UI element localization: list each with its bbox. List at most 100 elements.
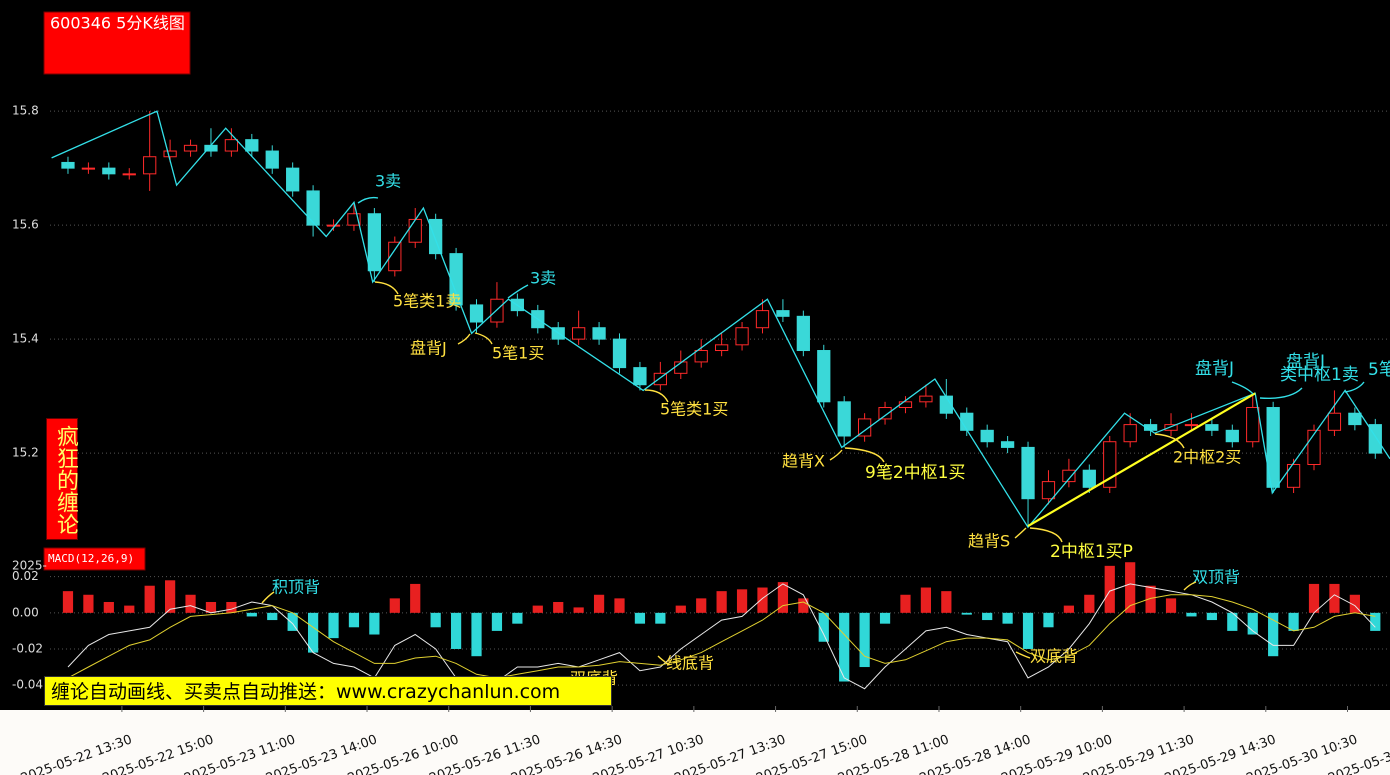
arrow (1015, 651, 1031, 659)
candle-body (122, 173, 136, 176)
candle-body (1348, 412, 1362, 426)
arrow (474, 332, 493, 345)
macd-bar (1288, 612, 1299, 631)
macd-bar (757, 587, 768, 613)
macd-bar (696, 598, 707, 613)
macd-bar (839, 612, 850, 682)
candle-body (633, 367, 647, 386)
macd-bar (736, 589, 748, 613)
y-tick-label: 0.00 (12, 605, 39, 619)
candle-body (245, 139, 259, 152)
macd-bar (430, 612, 441, 628)
arrow (1259, 387, 1303, 399)
annotation: 类中枢1卖 (1280, 365, 1359, 385)
arrow (1183, 581, 1197, 591)
macd-bar (859, 612, 870, 668)
macd-bar (267, 612, 278, 621)
arrow (644, 389, 669, 403)
annotation: 5笔类1卖 (393, 292, 461, 311)
macd-bar (1002, 612, 1013, 624)
candle-body (265, 150, 279, 169)
annotation: 盘背J (410, 339, 447, 358)
macd-bar (1308, 583, 1320, 613)
annotation: 趋背X (782, 452, 825, 471)
candle-body (572, 327, 586, 340)
macd-bar (716, 591, 727, 613)
macd-bar (920, 587, 932, 613)
candle-body (469, 304, 484, 323)
candle-body (837, 401, 851, 437)
candle-body (429, 218, 443, 255)
chart-title: 600346 5分K线图 (50, 14, 185, 33)
candle-body (1164, 424, 1178, 431)
candle-body (694, 350, 708, 363)
macd-bar (369, 612, 380, 635)
annotation: 3卖 (375, 172, 401, 191)
macd-bar (165, 580, 176, 613)
candle-body (980, 429, 994, 443)
annotation: 5笔类1买 (660, 400, 728, 419)
y-tick-label: 15.6 (12, 218, 39, 232)
macd-bar (83, 594, 94, 613)
macd-bar (1206, 612, 1217, 621)
macd-bar (1022, 612, 1034, 649)
title-box (43, 11, 191, 75)
macd-bar (1370, 612, 1381, 631)
candle-body (1062, 469, 1076, 483)
candle-body (715, 344, 729, 352)
candle-body (347, 213, 361, 226)
candle-body (1082, 469, 1096, 488)
annotation: 盘背J (1195, 359, 1234, 379)
side-label: 疯狂的缠论 (46, 418, 78, 540)
annotation: 2中枢1买P (1050, 542, 1133, 562)
macd-title: MACD(12,26,9) (48, 552, 134, 565)
candle-body (612, 338, 627, 369)
macd-bar (573, 607, 584, 613)
macd-bar (675, 605, 686, 613)
macd-bar (1268, 612, 1279, 657)
annotation: 积顶背 (272, 578, 320, 597)
macd-bar (389, 598, 400, 613)
y-tick-label: 0.02 (12, 569, 39, 583)
candle-body (367, 213, 382, 272)
macd-bar (553, 601, 564, 613)
candle-body (898, 401, 913, 409)
macd-bar (777, 582, 789, 613)
macd-bar (246, 612, 257, 617)
macd-bar (1165, 598, 1177, 613)
macd-line (67, 594, 1376, 679)
candle-body (388, 241, 402, 272)
candle-body (143, 156, 157, 175)
macd-bar (982, 612, 993, 621)
candle-body (1205, 424, 1219, 431)
arrow (507, 284, 529, 299)
annotation: 3卖 (530, 269, 556, 288)
candle-body (796, 315, 810, 352)
arrow (1154, 433, 1185, 449)
candle-body (1021, 446, 1035, 500)
macd-bar (1104, 565, 1115, 613)
candle-body (183, 144, 198, 152)
arrow (1231, 381, 1254, 395)
candle-body (1307, 429, 1321, 466)
candle-body (817, 350, 831, 403)
macd-bar (1227, 612, 1238, 631)
macd-bar (798, 598, 809, 613)
y-tick-label: 15.8 (12, 104, 39, 118)
macd-bar (1349, 594, 1360, 613)
candle-body (1266, 407, 1280, 488)
candle-body (81, 167, 96, 170)
macd-bar (532, 605, 543, 613)
candle-body (1246, 407, 1260, 443)
candle-body (1041, 481, 1056, 500)
arrows (261, 196, 1365, 665)
macd-bar (961, 612, 972, 615)
annotation: 双顶背 (1192, 568, 1240, 587)
candle-body (449, 253, 463, 306)
macd-bar (900, 594, 911, 613)
macd-bar (655, 612, 666, 624)
arrow (357, 196, 379, 204)
macd-bar (1125, 562, 1136, 613)
candle-body (286, 167, 300, 192)
